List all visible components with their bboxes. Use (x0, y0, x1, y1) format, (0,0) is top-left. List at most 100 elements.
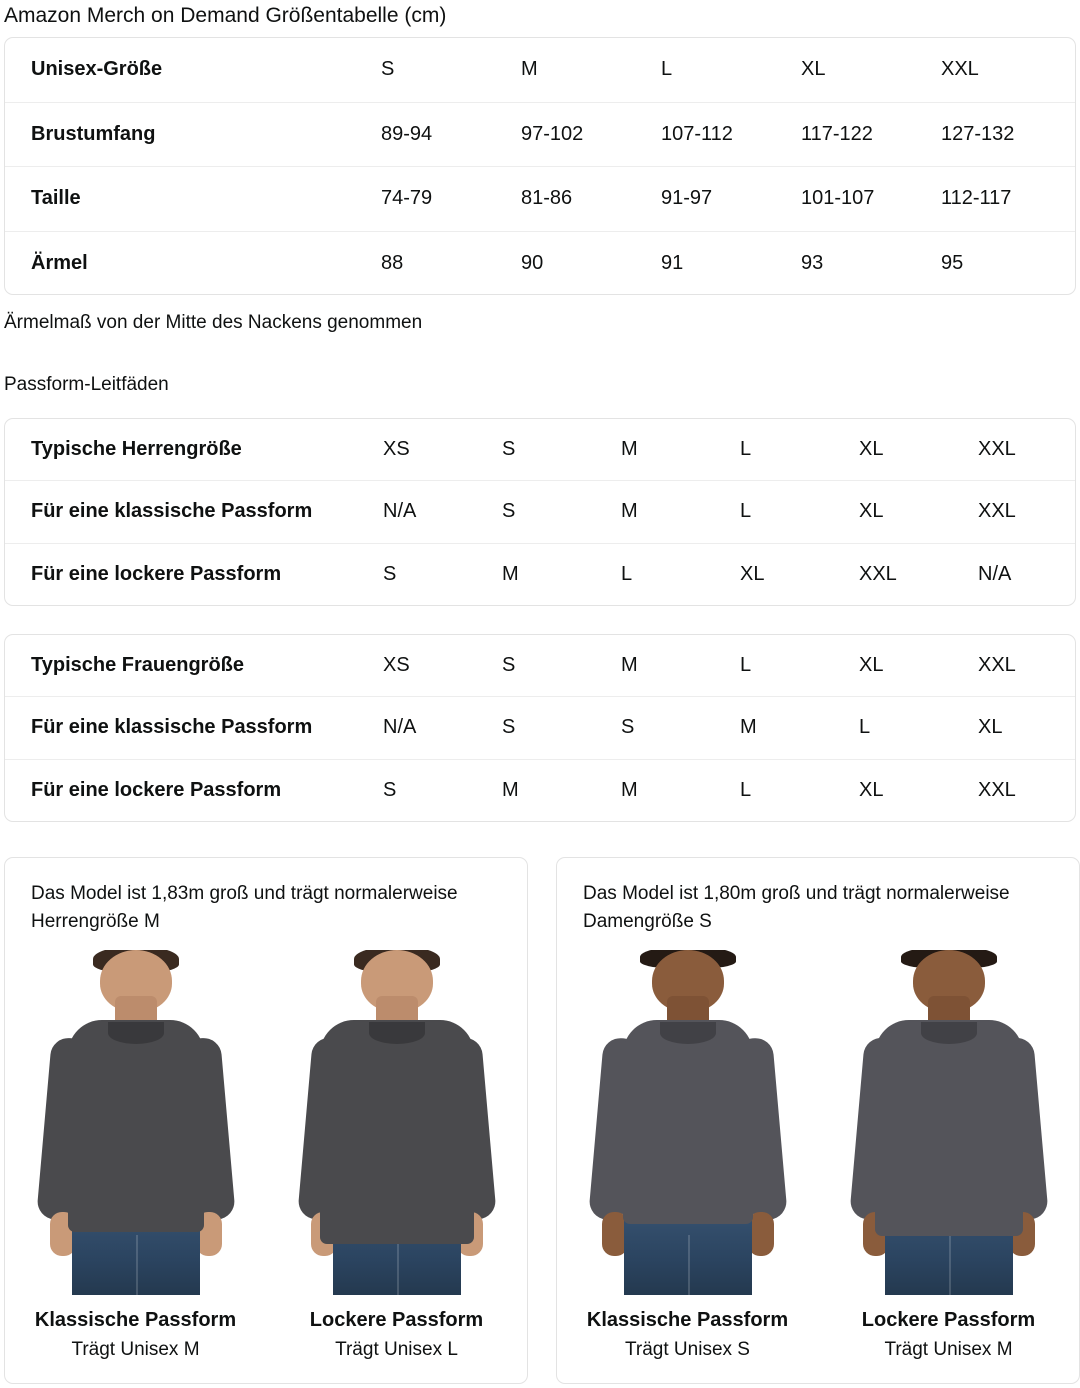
womens-relaxed-fit-label: Lockere Passform Trägt Unisex M (818, 1305, 1079, 1365)
shirt-torso (319, 1020, 474, 1244)
fit-title: Klassische Passform (34, 1309, 237, 1331)
cell-xs: S (383, 779, 397, 802)
fit-subtitle: Trägt Unisex M (884, 1339, 1013, 1360)
row-label: Für eine lockere Passform (31, 779, 282, 802)
cell-xxl: 127-132 (941, 122, 1015, 145)
cell-xl: XL (801, 58, 826, 81)
row-label: Unisex-Größe (31, 58, 163, 81)
cell-l: XL (740, 563, 765, 586)
table-row: Für eine klassische Passform N/A S M L X… (5, 481, 1075, 544)
mens-model-card: Das Model ist 1,83m groß und trägt norma… (4, 857, 528, 1384)
cell-xl: XL (859, 779, 884, 802)
cell-s: S (502, 716, 516, 739)
cell-l: L (740, 779, 752, 802)
row-label: Für eine lockere Passform (31, 563, 282, 586)
womens-fit-labels: Klassische Passform Trägt Unisex S Locke… (557, 1305, 1079, 1365)
cell-s: S (502, 500, 516, 523)
row-label: Typische Frauengröße (31, 654, 245, 677)
cell-m: M (621, 500, 638, 523)
female-model-illustration (587, 950, 788, 1295)
male-model-illustration (35, 950, 236, 1295)
cell-s: S (502, 438, 516, 461)
womens-fit-guide-table: Typische Frauengröße XS S M L XL XXL Für… (4, 634, 1076, 822)
shirt-torso (67, 1020, 204, 1232)
cell-s: M (502, 779, 519, 802)
unisex-size-table: Unisex-Größe S M L XL XXL Brustumfang 89… (4, 37, 1076, 295)
male-model-illustration (296, 950, 497, 1295)
cell-xxl: N/A (978, 563, 1012, 586)
mens-classic-fit-label: Klassische Passform Trägt Unisex M (5, 1305, 266, 1365)
table-row: Taille 74-79 81-86 91-97 101-107 112-117 (5, 167, 1075, 232)
fit-title: Klassische Passform (586, 1309, 789, 1331)
cell-xxl: XL (978, 716, 1003, 739)
cell-s: 89-94 (381, 122, 433, 145)
mens-relaxed-fit-figure (266, 950, 527, 1295)
mens-relaxed-fit-label: Lockere Passform Trägt Unisex L (266, 1305, 527, 1365)
cell-xxl: XXL (978, 654, 1016, 677)
collar (368, 1022, 425, 1044)
table-row: Unisex-Größe S M L XL XXL (5, 38, 1075, 103)
jeans (623, 1217, 752, 1295)
table-row: Ärmel 88 90 91 93 95 (5, 232, 1075, 295)
cell-m: M (621, 438, 638, 461)
cell-xl: L (859, 716, 871, 739)
cell-l: L (740, 438, 752, 461)
cell-s: S (381, 58, 395, 81)
cell-l: 91-97 (661, 187, 713, 210)
cell-s: 88 (381, 252, 404, 275)
table-row: Für eine lockere Passform S M M L XL XXL (5, 760, 1075, 821)
cell-s: M (502, 563, 519, 586)
row-label: Für eine klassische Passform (31, 716, 313, 739)
cell-xl: XL (859, 500, 884, 523)
fit-subtitle: Trägt Unisex S (625, 1339, 750, 1360)
fit-subtitle: Trägt Unisex M (71, 1339, 200, 1360)
cell-s: 74-79 (381, 187, 433, 210)
cell-l: 91 (661, 252, 684, 275)
table-row: Für eine lockere Passform S M L XL XXL N… (5, 544, 1075, 605)
cell-m: 97-102 (521, 122, 584, 145)
cell-l: 107-112 (661, 122, 733, 145)
row-label: Brustumfang (31, 122, 156, 145)
cell-xs: XS (383, 438, 410, 461)
womens-model-caption: Das Model ist 1,80m groß und trägt norma… (583, 883, 1010, 932)
cell-xxl: XXL (941, 58, 979, 81)
cell-l: M (740, 716, 757, 739)
womens-classic-fit-label: Klassische Passform Trägt Unisex S (557, 1305, 818, 1365)
row-label: Typische Herrengröße (31, 438, 242, 461)
cell-m: 81-86 (521, 187, 573, 210)
cell-m: L (621, 563, 633, 586)
cell-xl: XL (859, 654, 884, 677)
cell-xxl: 95 (941, 252, 964, 275)
mens-model-caption: Das Model ist 1,83m groß und trägt norma… (31, 883, 458, 932)
cell-s: S (502, 654, 516, 677)
cell-xxl: XXL (978, 779, 1016, 802)
womens-classic-fit-figure (557, 950, 818, 1295)
cell-xl: 101-107 (801, 187, 875, 210)
cell-m: S (621, 716, 635, 739)
cell-xl: XXL (859, 563, 897, 586)
sleeve-measurement-note: Ärmelmaß von der Mitte des Nackens genom… (4, 312, 423, 333)
cell-xs: XS (383, 654, 410, 677)
cell-m: M (621, 654, 638, 677)
cell-xs: S (383, 563, 397, 586)
cell-m: M (621, 779, 638, 802)
table-row: Brustumfang 89-94 97-102 107-112 117-122… (5, 103, 1075, 167)
female-model-illustration (848, 950, 1049, 1295)
cell-xxl: XXL (978, 500, 1016, 523)
row-label: Ärmel (31, 252, 88, 275)
shirt-torso (622, 1020, 753, 1224)
table-row: Typische Herrengröße XS S M L XL XXL (5, 419, 1075, 482)
table-row: Für eine klassische Passform N/A S S M L… (5, 697, 1075, 760)
cell-l: L (740, 500, 752, 523)
fit-guides-heading: Passform-Leitfäden (4, 374, 169, 395)
mens-model-figures (5, 950, 527, 1295)
cell-xs: N/A (383, 716, 417, 739)
womens-model-figures (557, 950, 1079, 1295)
collar (107, 1022, 164, 1044)
cell-m: M (521, 58, 538, 81)
mens-fit-guide-table: Typische Herrengröße XS S M L XL XXL Für… (4, 418, 1076, 606)
collar (920, 1022, 977, 1044)
cell-l: L (661, 58, 673, 81)
cell-xs: N/A (383, 500, 417, 523)
